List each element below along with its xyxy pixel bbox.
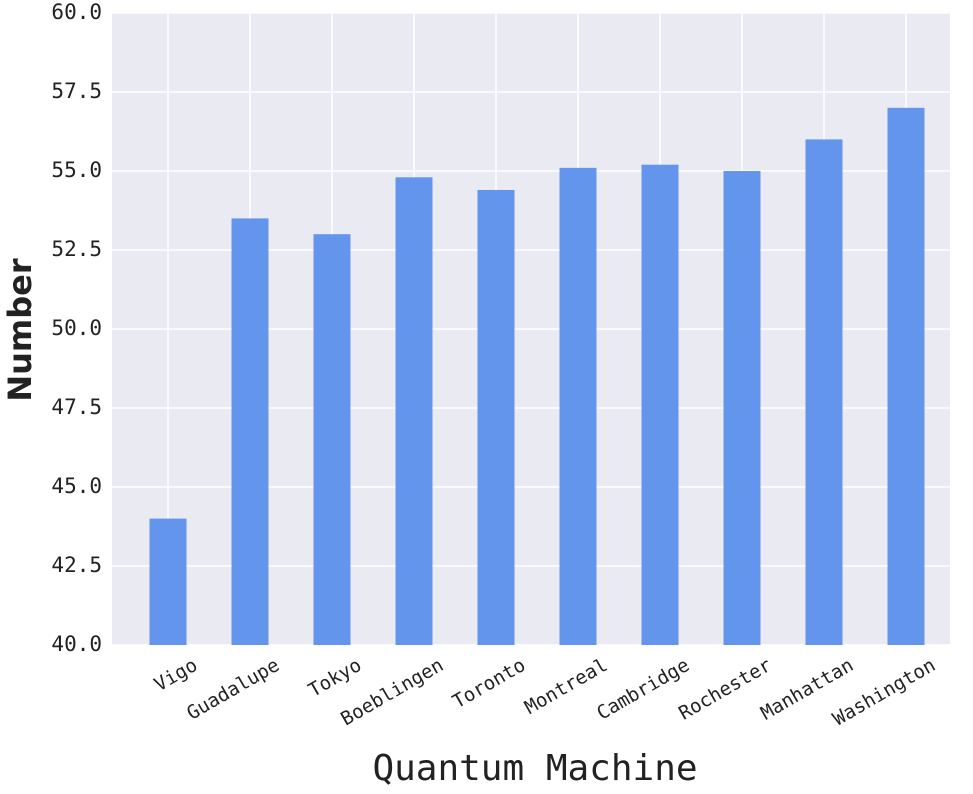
bar (887, 107, 925, 646)
y-tick-label: 55.0 (51, 158, 102, 182)
bar (559, 167, 597, 645)
x-tick-label: Toronto (449, 654, 529, 713)
y-tick-label: 47.5 (51, 395, 102, 419)
x-tick-label: Tokyo (305, 654, 366, 702)
y-axis-label: Number (1, 258, 39, 402)
y-tick-label: 57.5 (51, 79, 102, 103)
bar (723, 171, 761, 645)
x-tick-label: Cambridge (593, 654, 693, 725)
bar (231, 218, 269, 645)
bar (477, 189, 515, 645)
y-tick-label: 52.5 (51, 237, 102, 261)
y-tick-label: 40.0 (51, 632, 102, 656)
y-tick-label: 60.0 (51, 0, 102, 24)
bar (313, 234, 351, 645)
bar (395, 177, 433, 645)
y-tick-label: 50.0 (51, 316, 102, 340)
bar (149, 518, 187, 645)
x-tick-label: Rochester (675, 654, 775, 725)
bar (805, 139, 843, 645)
bar (641, 164, 679, 645)
x-tick-label: Guadalupe (183, 654, 283, 725)
y-tick-label: 42.5 (51, 553, 102, 577)
x-tick-label: Vigo (151, 654, 202, 696)
x-axis-label: Quantum Machine (372, 748, 697, 789)
y-tick-label: 45.0 (51, 474, 102, 498)
